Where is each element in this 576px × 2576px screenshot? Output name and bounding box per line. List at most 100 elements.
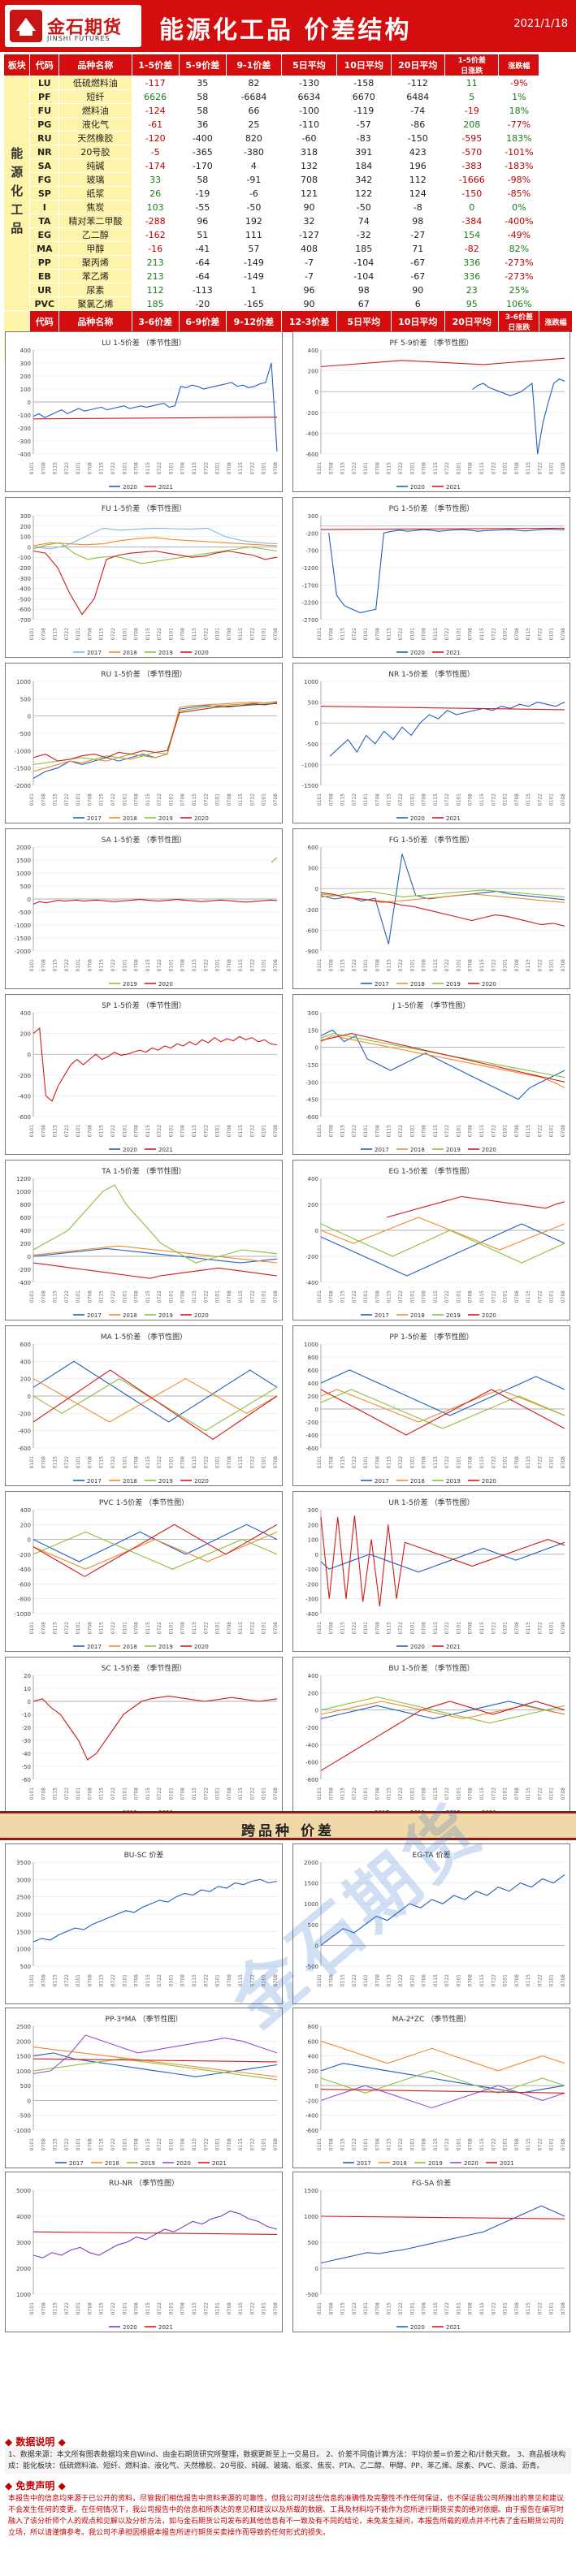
x-tick-mark: 0101 [122, 2302, 128, 2315]
product-name: 液化气 [58, 117, 132, 132]
x-tick-mark: 0115 [145, 1974, 151, 1986]
x-tick-mark: 0101 [409, 1622, 415, 1634]
series-line-2020 [32, 1696, 278, 1761]
x-tick-mark: 0101 [409, 628, 415, 640]
spread-table: 板块 代码 品种名称 1-5价差 5-9价差 9-1价差 5日平均 10日平均 20日平均 1-… [2, 54, 573, 361]
chart-fg: FG 1-5价差 （季节性图） 600 300 0 -300 -600 -900 0101 07… [292, 828, 570, 989]
x-tick-mark: 0708 [422, 1456, 427, 1468]
x-tick-mark: 0708 [134, 2302, 140, 2315]
table-cell: 122 [336, 186, 392, 201]
chart-nr: NR 1-5价差 （季节性图） 1000 500 0 -500 -1000 -1500 010… [292, 663, 570, 823]
x-tick-mark: 0101 [76, 959, 81, 971]
table-cell: -400 [178, 131, 227, 145]
x-tick-mark: 0101 [317, 2302, 323, 2315]
column-header: 1-5价差 日涨跌 [444, 54, 500, 76]
y-tick-label: -400 [305, 1611, 318, 1618]
x-tick-mark: 0708 [273, 1290, 279, 1303]
y-tick-label: -600 [305, 452, 318, 458]
chart-title: BU 1-5价差 （季节性图） [388, 1665, 474, 1673]
y-tick-label: 0 [28, 1699, 31, 1705]
x-tick-mark: 0101 [29, 2302, 35, 2315]
table-cell: -49% [498, 227, 540, 242]
x-tick-mark: 0101 [76, 1622, 81, 1634]
y-tick-label: 500 [20, 2083, 31, 2090]
table-cell: 96 [178, 214, 227, 228]
x-tick-mark: 0708 [41, 2138, 46, 2150]
x-tick-mark: 0115 [526, 1456, 531, 1468]
table-cell: -110 [280, 117, 338, 132]
x-tick-mark: 0708 [227, 959, 232, 971]
product-name: 聚氯乙烯 [58, 296, 132, 311]
x-tick-mark: 0115 [99, 959, 105, 971]
y-tick-label: -400 [18, 1428, 31, 1435]
x-tick-mark: 0708 [41, 1787, 46, 1800]
series-line-2020 [32, 2034, 278, 2075]
x-tick-mark: 0722 [203, 462, 209, 474]
chart-j: J 1-5价差 （季节性图） 300 150 0 -150 -300 -450 -600 010… [292, 994, 570, 1155]
table-cell: 408 [280, 241, 338, 256]
x-tick-mark: 0115 [192, 1787, 197, 1800]
chart-svg: 2500 2000 1500 1000 500 0 -500 -1000 0101 0708 011… [15, 2024, 279, 2167]
table-cell: -104 [336, 255, 392, 270]
legend-label: 2019 [446, 981, 461, 988]
x-tick-mark: 0115 [99, 793, 105, 806]
y-tick-label: -1500 [15, 936, 31, 942]
x-tick-mark: 0101 [29, 1974, 35, 1986]
series-line-2017 [32, 1247, 278, 1264]
legend-label: 2021 [158, 484, 173, 491]
legend-label: 2018 [410, 981, 425, 988]
x-tick-mark: 0722 [491, 793, 496, 806]
x-tick-mark: 0115 [479, 1456, 485, 1468]
x-tick-mark: 0101 [168, 2302, 174, 2315]
series-line-2020 [320, 1389, 565, 1436]
x-tick-mark: 0115 [238, 462, 244, 474]
table-cell: 342 [336, 172, 392, 187]
table-cell: 1 [225, 283, 282, 297]
x-tick-mark: 0722 [491, 1974, 496, 1986]
x-tick-mark: 0101 [262, 1290, 267, 1303]
chart-svg: 400 200 0 -200 -400 -600 -800 0101 0708 0115 0722 0… [305, 1673, 566, 1816]
table-cell: -162 [131, 227, 180, 242]
x-tick-mark: 0101 [363, 628, 369, 640]
y-tick-label: 2500 [16, 2024, 31, 2030]
table-cell: -150 [390, 131, 445, 145]
x-tick-mark: 0115 [526, 1290, 531, 1303]
x-tick-mark: 0722 [64, 793, 70, 806]
x-tick-mark: 0115 [192, 1456, 197, 1468]
y-tick-label: 800 [308, 2024, 318, 2030]
x-tick-mark: 0708 [134, 628, 140, 640]
x-tick-mark: 0101 [549, 628, 555, 640]
x-tick-mark: 0115 [526, 959, 531, 971]
x-tick-mark: 0708 [468, 462, 474, 474]
x-tick-mark: 0115 [145, 1125, 151, 1137]
x-tick-mark: 0722 [64, 1787, 70, 1800]
x-tick-mark: 0115 [526, 628, 531, 640]
series-line-2020 [386, 1195, 565, 1218]
x-tick-mark: 0722 [203, 1787, 209, 1800]
chart-pp: PP 1-5价差 （季节性图） 1000 800 600 400 200 0 -200 -400… [292, 1325, 570, 1486]
y-tick-label: 1500 [304, 2188, 318, 2194]
chart-title: PP-3*MA （季节性图） [105, 2016, 183, 2024]
y-tick-label: 600 [308, 845, 318, 851]
x-tick-mark: 0722 [537, 2138, 543, 2150]
x-tick-mark: 0722 [64, 1622, 70, 1634]
table-cell: 336 [444, 269, 500, 283]
product-name: 苯乙烯 [58, 269, 132, 283]
x-tick-mark: 0708 [87, 2302, 93, 2315]
y-tick-label: 400 [308, 1673, 318, 1679]
x-tick-mark: 0722 [352, 1974, 357, 1986]
chart-title: FG 1-5价差 （季节性图） [388, 836, 474, 845]
y-tick-label: 1500 [304, 1881, 318, 1887]
series-line-2020 [320, 1033, 565, 1083]
legend-label: 2018 [410, 1147, 425, 1153]
table-cell: -383 [444, 158, 500, 173]
x-tick-mark: 0115 [145, 1787, 151, 1800]
x-tick-mark: 0101 [363, 2138, 369, 2150]
x-tick-mark: 0101 [262, 959, 267, 971]
table-cell: 36 [178, 117, 227, 132]
x-tick-mark: 0722 [398, 2138, 404, 2150]
x-tick-mark: 0101 [215, 1974, 221, 1986]
x-tick-mark: 0115 [479, 1290, 485, 1303]
chart-title: J 1-5价差 （季节性图） [392, 1002, 470, 1010]
x-tick-mark: 0101 [317, 462, 323, 474]
